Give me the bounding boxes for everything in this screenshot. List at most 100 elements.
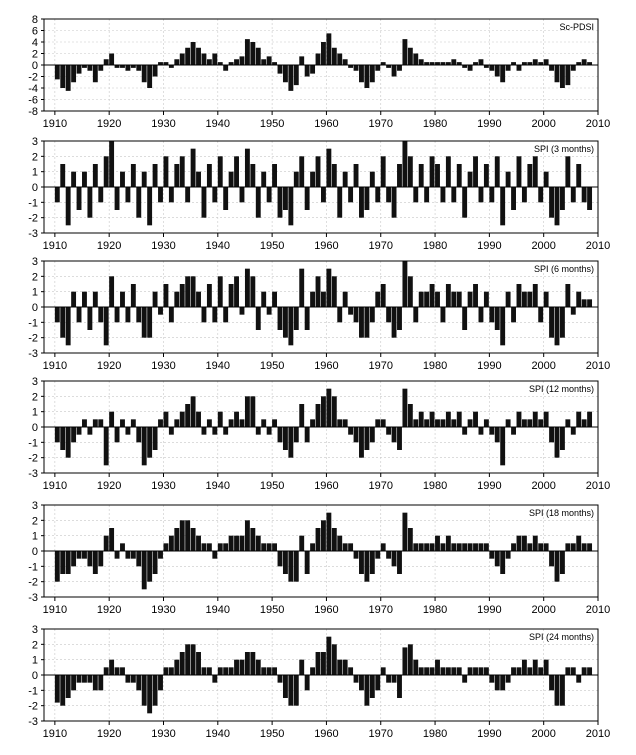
- bar: [163, 62, 169, 65]
- bar: [473, 284, 478, 307]
- bar: [304, 187, 310, 210]
- bar: [424, 667, 430, 675]
- bar: [82, 65, 87, 68]
- bar: [451, 419, 457, 427]
- bar: [391, 427, 397, 443]
- bar: [282, 65, 288, 83]
- bar: [98, 65, 104, 71]
- bar: [277, 307, 283, 330]
- bar: [407, 156, 413, 187]
- bar: [141, 427, 147, 466]
- bar: [500, 427, 506, 466]
- bar: [190, 148, 196, 187]
- bar: [82, 291, 87, 307]
- bar: [494, 427, 500, 443]
- bar: [163, 667, 169, 675]
- x-tick-label: 1930: [151, 240, 175, 252]
- bar: [483, 543, 489, 551]
- x-tick-label: 1980: [423, 240, 447, 252]
- bar: [174, 659, 180, 675]
- bar: [98, 675, 104, 691]
- y-tick-label: 3: [32, 624, 38, 636]
- x-tick-label: 2010: [586, 240, 610, 252]
- bar: [418, 164, 424, 187]
- bar: [435, 535, 440, 551]
- x-tick-label: 2010: [586, 604, 610, 616]
- bar: [581, 59, 587, 65]
- bar: [407, 276, 413, 307]
- bar: [288, 65, 294, 91]
- x-tick-label: 1980: [423, 728, 447, 740]
- bar: [174, 528, 180, 551]
- bar: [559, 307, 565, 338]
- bar: [282, 675, 288, 698]
- bar: [288, 675, 294, 706]
- bar: [483, 65, 489, 68]
- bar: [120, 419, 125, 427]
- bar: [255, 427, 261, 435]
- bar: [304, 551, 310, 574]
- bar: [587, 187, 593, 210]
- y-tick-label: -3: [28, 468, 38, 480]
- panel-title: SPI (3 months): [534, 144, 594, 154]
- bar: [353, 675, 359, 683]
- bar: [65, 187, 71, 226]
- bar: [511, 187, 516, 210]
- bar: [369, 307, 375, 323]
- bar: [201, 427, 207, 435]
- bar: [234, 156, 239, 187]
- bar: [65, 675, 71, 698]
- bar: [543, 291, 549, 307]
- bar: [98, 419, 104, 427]
- bar: [217, 62, 223, 65]
- bar: [76, 551, 82, 559]
- bar: [445, 62, 451, 65]
- bar: [82, 171, 87, 187]
- bar: [456, 667, 462, 675]
- bar: [538, 62, 544, 65]
- bar: [293, 427, 299, 443]
- bar: [407, 528, 413, 551]
- bar: [87, 551, 93, 567]
- bar: [147, 65, 153, 88]
- bar: [331, 528, 337, 551]
- y-tick-label: -4: [28, 83, 38, 95]
- bar: [310, 543, 316, 551]
- x-tick-label: 1920: [97, 480, 121, 492]
- bar: [397, 551, 402, 574]
- x-tick-label: 1950: [260, 728, 284, 740]
- bar: [402, 39, 408, 65]
- bar: [168, 535, 174, 551]
- bar: [483, 419, 489, 427]
- bar: [87, 65, 93, 71]
- bar: [54, 675, 60, 703]
- bar: [98, 551, 104, 567]
- bar: [402, 141, 408, 187]
- x-tick-label: 1990: [477, 240, 501, 252]
- bar: [418, 59, 424, 65]
- bar: [359, 187, 364, 218]
- bar: [239, 307, 245, 315]
- bar: [125, 675, 131, 683]
- bar: [494, 551, 500, 567]
- bar: [543, 659, 549, 675]
- bar: [391, 307, 397, 338]
- bar: [451, 543, 457, 551]
- bar: [244, 396, 250, 427]
- bar: [277, 187, 283, 218]
- bar: [196, 411, 201, 427]
- bar: [467, 171, 473, 187]
- bar: [576, 291, 582, 307]
- bar: [190, 42, 196, 65]
- bar: [489, 187, 495, 203]
- bar: [380, 667, 386, 675]
- bar: [190, 528, 196, 551]
- bar: [244, 652, 250, 675]
- bar: [451, 187, 457, 203]
- bar: [391, 551, 397, 567]
- bar: [60, 675, 66, 706]
- x-tick-label: 1950: [260, 604, 284, 616]
- bar: [288, 427, 294, 458]
- x-tick-label: 1940: [206, 360, 230, 372]
- bar: [494, 65, 500, 77]
